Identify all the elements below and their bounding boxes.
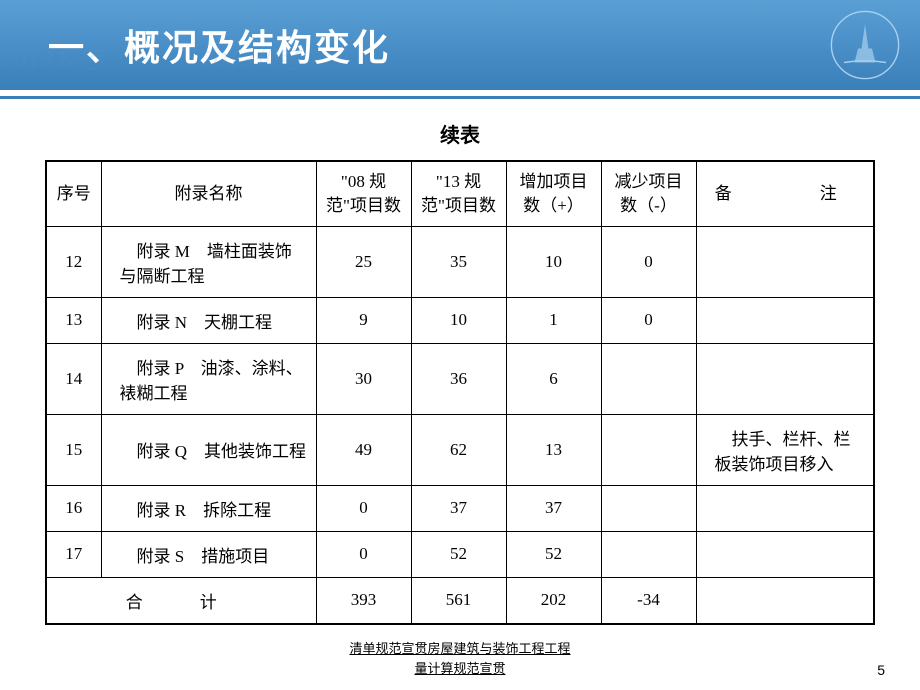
cell-inc: 52 — [506, 531, 601, 577]
cell-sum-dec: -34 — [601, 577, 696, 624]
cell-dec: 0 — [601, 297, 696, 343]
cell-name: 附录 S 措施项目 — [101, 531, 316, 577]
cell-seq: 12 — [46, 226, 101, 297]
col-header-name: 附录名称 — [101, 161, 316, 226]
cell-sum-inc: 202 — [506, 577, 601, 624]
cell-inc: 1 — [506, 297, 601, 343]
col-header-seq: 序号 — [46, 161, 101, 226]
table-row: 12 附录 M 墙柱面装饰与隔断工程 25 35 10 0 — [46, 226, 874, 297]
cell-seq: 17 — [46, 531, 101, 577]
cell-13: 36 — [411, 343, 506, 414]
cell-note — [696, 297, 874, 343]
cell-08: 49 — [316, 414, 411, 485]
cell-note — [696, 226, 874, 297]
content-area: 续表 序号 附录名称 "08 规范"项目数 "13 规范"项目数 增加项目数（+… — [0, 99, 920, 625]
table-caption: 续表 — [45, 119, 875, 148]
slide-header: 2013规范 2013规范 一、概况及结构变化 — [0, 0, 920, 90]
cell-13: 62 — [411, 414, 506, 485]
cell-note — [696, 485, 874, 531]
cell-note — [696, 531, 874, 577]
data-table: 序号 附录名称 "08 规范"项目数 "13 规范"项目数 增加项目数（+） 减… — [45, 160, 875, 625]
col-header-08: "08 规范"项目数 — [316, 161, 411, 226]
cell-note: 扶手、栏杆、栏板装饰项目移入 — [696, 414, 874, 485]
cell-sum-label: 合 计 — [46, 577, 316, 624]
cell-seq: 15 — [46, 414, 101, 485]
cell-08: 9 — [316, 297, 411, 343]
cell-name: 附录 R 拆除工程 — [101, 485, 316, 531]
cell-inc: 6 — [506, 343, 601, 414]
cell-name: 附录 P 油漆、涂料、裱糊工程 — [101, 343, 316, 414]
cell-seq: 13 — [46, 297, 101, 343]
cell-dec: 0 — [601, 226, 696, 297]
table-row: 13 附录 N 天棚工程 9 10 1 0 — [46, 297, 874, 343]
page-number: 5 — [877, 662, 885, 678]
slide-title: 一、概况及结构变化 — [48, 19, 390, 71]
cell-13: 10 — [411, 297, 506, 343]
col-header-note: 备 注 — [696, 161, 874, 226]
table-sum-row: 合 计 393 561 202 -34 — [46, 577, 874, 624]
col-header-13: "13 规范"项目数 — [411, 161, 506, 226]
table-row: 16 附录 R 拆除工程 0 37 37 — [46, 485, 874, 531]
cell-seq: 16 — [46, 485, 101, 531]
cell-inc: 13 — [506, 414, 601, 485]
cell-note — [696, 343, 874, 414]
table-body: 12 附录 M 墙柱面装饰与隔断工程 25 35 10 0 13 附录 N 天棚… — [46, 226, 874, 624]
cell-name: 附录 Q 其他装饰工程 — [101, 414, 316, 485]
footer-line2: 量计算规范宣贯 — [414, 661, 505, 676]
cell-sum-13: 561 — [411, 577, 506, 624]
cell-13: 52 — [411, 531, 506, 577]
cell-dec — [601, 343, 696, 414]
cell-13: 35 — [411, 226, 506, 297]
cell-sum-note — [696, 577, 874, 624]
cell-inc: 10 — [506, 226, 601, 297]
col-header-dec: 减少项目数（-） — [601, 161, 696, 226]
table-header-row: 序号 附录名称 "08 规范"项目数 "13 规范"项目数 增加项目数（+） 减… — [46, 161, 874, 226]
cell-name: 附录 N 天棚工程 — [101, 297, 316, 343]
cell-dec — [601, 485, 696, 531]
cell-dec — [601, 531, 696, 577]
table-row: 17 附录 S 措施项目 0 52 52 — [46, 531, 874, 577]
cell-08: 30 — [316, 343, 411, 414]
cell-name: 附录 M 墙柱面装饰与隔断工程 — [101, 226, 316, 297]
cell-08: 0 — [316, 485, 411, 531]
table-row: 14 附录 P 油漆、涂料、裱糊工程 30 36 6 — [46, 343, 874, 414]
footer-line1: 清单规范宣贯房屋建筑与装饰工程工程 — [349, 641, 570, 656]
table-row: 15 附录 Q 其他装饰工程 49 62 13 扶手、栏杆、栏板装饰项目移入 — [46, 414, 874, 485]
cell-sum-08: 393 — [316, 577, 411, 624]
footer-text: 清单规范宣贯房屋建筑与装饰工程工程 量计算规范宣贯 — [0, 639, 920, 678]
cell-08: 25 — [316, 226, 411, 297]
cell-08: 0 — [316, 531, 411, 577]
cell-seq: 14 — [46, 343, 101, 414]
cell-13: 37 — [411, 485, 506, 531]
cell-dec — [601, 414, 696, 485]
header-logo-icon — [830, 10, 900, 80]
cell-inc: 37 — [506, 485, 601, 531]
col-header-inc: 增加项目数（+） — [506, 161, 601, 226]
